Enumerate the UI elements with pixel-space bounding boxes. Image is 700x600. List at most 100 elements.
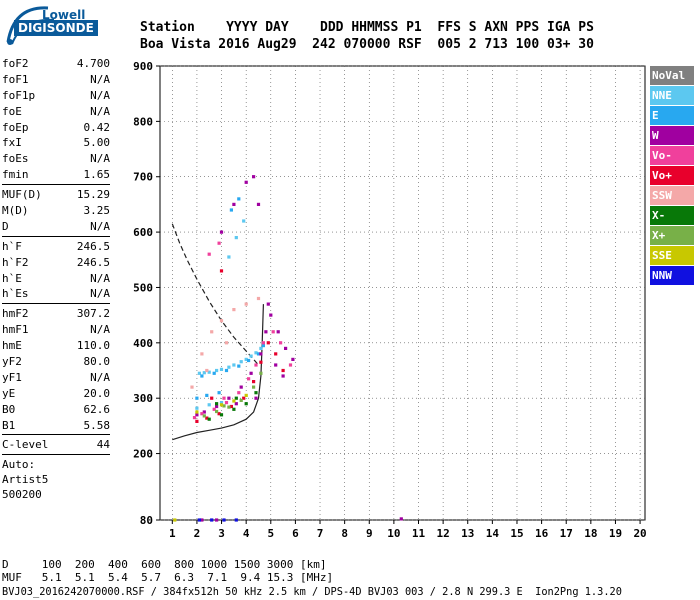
param-value: 3.25 bbox=[83, 204, 111, 218]
legend-item-nnw: NNW bbox=[650, 266, 694, 285]
data-point-vo- bbox=[259, 360, 263, 364]
footer-fileinfo: BVJ03_2016242070000.RSF / 384fx512h 50 k… bbox=[2, 586, 622, 598]
param-row: foE N/A bbox=[2, 104, 110, 120]
data-point-w bbox=[284, 346, 288, 350]
legend: NoVal NNE E W Vo- Vo+ SSW X- X+ SSE NNW bbox=[650, 66, 694, 286]
autoscale-line2: Artist5 bbox=[2, 473, 49, 487]
data-point-nne bbox=[219, 401, 224, 405]
data-point-vo- bbox=[192, 416, 197, 420]
data-point-x- bbox=[239, 398, 243, 402]
param-value: 246.5 bbox=[76, 239, 110, 253]
x-tick-label: 10 bbox=[387, 527, 400, 540]
x-tick-label: 12 bbox=[436, 527, 449, 540]
param-value: 44 bbox=[96, 438, 110, 452]
logo-text-lowell: Lowell bbox=[42, 8, 86, 22]
footer-distance: D 100 200 400 600 800 1000 1500 3000 [km… bbox=[2, 558, 327, 571]
data-point-w bbox=[219, 230, 224, 234]
footer-muf: MUF 5.1 5.1 5.4 5.7 6.3 7.1 9.4 15.3 [MH… bbox=[2, 571, 334, 584]
data-point-nne bbox=[227, 365, 231, 369]
data-point-w bbox=[249, 371, 253, 375]
dashed-profile-curve bbox=[171, 223, 259, 366]
param-value: N/A bbox=[90, 323, 110, 337]
data-point-e bbox=[217, 391, 221, 395]
data-point-nne bbox=[234, 236, 238, 240]
param-value: N/A bbox=[90, 72, 110, 86]
legend-item-e: E bbox=[650, 106, 694, 125]
x-tick-label: 20 bbox=[633, 527, 646, 540]
x-tick-label: 13 bbox=[461, 527, 474, 540]
param-name: hmE bbox=[2, 339, 22, 353]
x-tick-label: 16 bbox=[535, 527, 549, 540]
x-tick-label: 14 bbox=[486, 527, 500, 540]
logo-text-digisonde: DIGISONDE bbox=[14, 20, 98, 36]
data-point-vo- bbox=[281, 368, 285, 373]
data-point-vo- bbox=[195, 419, 199, 423]
data-point-w bbox=[202, 410, 206, 414]
data-point-ssw bbox=[224, 341, 229, 345]
data-point-e bbox=[237, 364, 241, 368]
data-point-vo- bbox=[266, 341, 270, 345]
x-tick-label: 18 bbox=[584, 527, 597, 540]
data-point-nnw bbox=[234, 518, 238, 522]
x-tick-label: 3 bbox=[218, 527, 225, 540]
param-row: foEp 0.42 bbox=[2, 120, 110, 136]
param-row: D N/A bbox=[2, 219, 110, 235]
param-name: B0 bbox=[2, 402, 16, 416]
param-value: 20.0 bbox=[83, 386, 111, 400]
digisonde-logo: Lowell DIGISONDE bbox=[2, 2, 122, 50]
param-name: foEs bbox=[2, 152, 29, 166]
param-value: 4.700 bbox=[76, 57, 110, 70]
x-tick-label: 11 bbox=[412, 527, 426, 540]
data-point-sse bbox=[173, 518, 177, 522]
param-value: N/A bbox=[90, 287, 110, 301]
data-point-nne bbox=[227, 255, 231, 259]
x-tick-label: 6 bbox=[292, 527, 299, 540]
param-value: 1.65 bbox=[83, 168, 111, 182]
data-point-nne bbox=[239, 360, 243, 364]
data-point-vo- bbox=[205, 416, 209, 420]
data-point-w bbox=[256, 202, 261, 206]
data-point-e bbox=[261, 344, 265, 348]
data-point-w bbox=[215, 404, 219, 409]
data-point-x- bbox=[215, 402, 219, 406]
param-row: C-level 44 bbox=[2, 437, 110, 453]
data-point-nne bbox=[242, 219, 246, 223]
param-row: MUF(D) 15.29 bbox=[2, 187, 110, 203]
param-value: 80.0 bbox=[83, 355, 111, 369]
data-point-vo- bbox=[217, 412, 221, 416]
data-point-ssw bbox=[190, 385, 194, 389]
data-point-vo- bbox=[222, 396, 226, 400]
data-point-x- bbox=[222, 404, 226, 408]
data-point-x- bbox=[202, 414, 206, 418]
data-point-w bbox=[274, 363, 278, 367]
data-point-vo- bbox=[247, 377, 251, 381]
param-separator bbox=[2, 434, 110, 436]
data-point-e bbox=[229, 208, 233, 212]
param-name: fxI bbox=[2, 136, 22, 150]
data-point-x- bbox=[207, 417, 211, 421]
y-tick-label: 600 bbox=[133, 226, 153, 239]
data-point-w bbox=[254, 396, 258, 400]
data-point-vo- bbox=[279, 341, 283, 345]
legend-item-noval: NoVal bbox=[650, 66, 694, 85]
data-point-sse bbox=[195, 410, 199, 414]
data-point-w bbox=[269, 313, 273, 317]
data-point-nne bbox=[202, 371, 206, 375]
data-point-w bbox=[200, 518, 204, 522]
param-row: M(D) 3.25 bbox=[2, 203, 110, 219]
data-point-vo- bbox=[219, 269, 224, 273]
param-row: foEs N/A bbox=[2, 151, 110, 167]
data-point-x- bbox=[227, 405, 231, 409]
data-point-w bbox=[234, 402, 238, 406]
data-point-vo- bbox=[224, 401, 229, 405]
param-name: foEp bbox=[2, 120, 29, 134]
param-row: h`F 246.5 bbox=[2, 239, 110, 255]
legend-item-nne: NNE bbox=[650, 86, 694, 105]
param-value: N/A bbox=[90, 104, 110, 118]
param-separator bbox=[2, 303, 110, 305]
param-name: h`F bbox=[2, 239, 22, 253]
data-point-nnw bbox=[222, 518, 226, 522]
data-point-e bbox=[212, 371, 216, 375]
data-point-w bbox=[239, 385, 243, 389]
